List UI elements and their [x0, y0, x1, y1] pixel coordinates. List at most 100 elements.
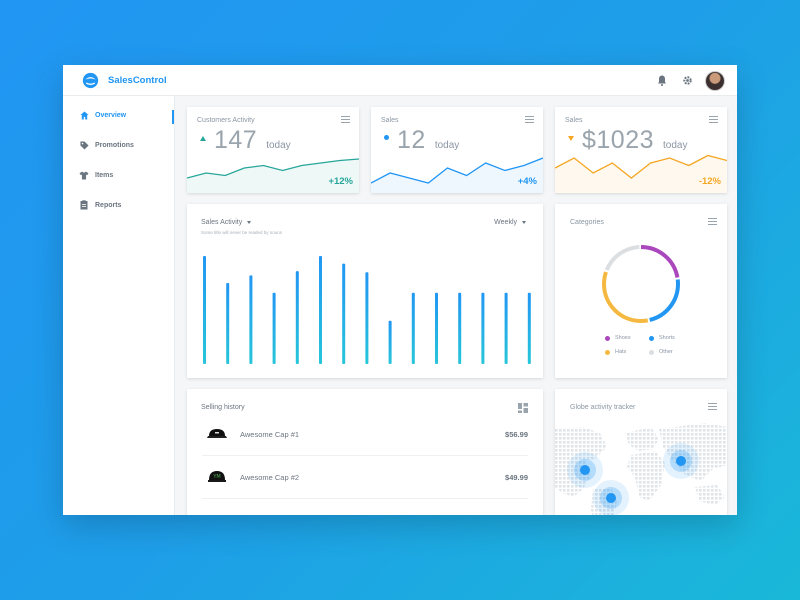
brand[interactable]: SalesControl: [82, 72, 167, 89]
sidebar: Overview Promotions Items Reports: [63, 96, 175, 515]
stat-row: 147 today: [200, 126, 291, 155]
top-icons: [655, 65, 725, 96]
activity-marker[interactable]: [663, 443, 699, 479]
legend-label: Shorts: [659, 335, 675, 341]
chart-bar[interactable]: [388, 320, 392, 364]
stat-value: $1023: [582, 126, 655, 154]
stat-unit: today: [266, 140, 291, 151]
sidebar-item-promotions[interactable]: Promotions: [63, 130, 174, 160]
chart-bar[interactable]: [458, 292, 462, 364]
delta-value: +4%: [517, 176, 537, 187]
menu-icon[interactable]: [708, 403, 717, 411]
card-title: Customers Activity: [197, 117, 255, 124]
home-icon: [79, 110, 89, 120]
dot-icon: [384, 135, 389, 140]
sales-activity-card: Sales Activity Some title will never be …: [187, 204, 543, 378]
avatar[interactable]: [705, 70, 725, 91]
legend-label: Other: [659, 349, 673, 355]
categories-card: Categories Shoes Shorts Hats Other: [555, 204, 727, 378]
selling-history-card: Selling history Awesome Cap #1 $56.99 YM…: [187, 389, 543, 515]
categories-legend: Shoes Shorts Hats Other: [605, 335, 705, 355]
logo-icon: [82, 72, 99, 88]
list-item[interactable]: YM Awesome Cap #2 $49.99: [202, 456, 528, 499]
chart-bar[interactable]: [203, 256, 206, 364]
activity-marker[interactable]: [593, 480, 629, 515]
legend-item: Shoes: [605, 335, 649, 341]
item-name: Awesome Cap #1: [240, 429, 300, 439]
card-title: Sales: [565, 117, 583, 124]
sidebar-item-label: Items: [95, 171, 114, 179]
donut-slice[interactable]: [602, 245, 680, 323]
dashboard-icon[interactable]: [518, 403, 528, 413]
sparkline-sales-amount: [555, 154, 727, 193]
sparkline-area: [187, 159, 359, 193]
chart-bar[interactable]: [411, 292, 415, 364]
menu-icon[interactable]: [708, 218, 717, 226]
bell-icon[interactable]: [655, 74, 669, 88]
top-bar: SalesControl: [63, 65, 737, 96]
customers-activity-card: Customers Activity 147 today +12%: [187, 107, 359, 193]
stat-row: $1023 today: [568, 126, 688, 155]
sparkline-area: [371, 158, 543, 193]
stat-unit: today: [434, 140, 460, 151]
period-label: Weekly: [494, 219, 517, 226]
arrow-down-icon: [568, 136, 574, 141]
chart-bar[interactable]: [226, 283, 230, 364]
cap-thumbnail: [207, 429, 227, 438]
chart-bar[interactable]: [295, 271, 299, 364]
svg-text:YM: YM: [212, 474, 220, 480]
legend-item: Hats: [605, 349, 649, 355]
card-title: Categories: [570, 219, 604, 226]
donut-slice[interactable]: [602, 245, 680, 323]
chart-bar[interactable]: [272, 292, 276, 364]
chart-bar[interactable]: [435, 292, 438, 364]
sidebar-item-items[interactable]: Items: [63, 160, 174, 190]
sparkline-area: [555, 155, 727, 193]
stat-value: 12: [397, 126, 426, 154]
chart-bar[interactable]: [342, 263, 346, 364]
chevron-down-icon: [522, 221, 526, 224]
legend-item: Other: [649, 349, 693, 355]
tag-icon: [79, 140, 89, 150]
sales-activity-title[interactable]: Sales Activity: [201, 219, 252, 226]
sidebar-item-label: Promotions: [95, 141, 134, 149]
delta-value: -12%: [698, 176, 721, 187]
sidebar-item-overview[interactable]: Overview: [63, 100, 174, 130]
chart-bar[interactable]: [481, 292, 485, 364]
period-dropdown[interactable]: Weekly: [494, 219, 526, 226]
gear-icon[interactable]: [680, 74, 694, 88]
sparkline-line: [371, 157, 543, 184]
menu-icon[interactable]: [341, 116, 350, 124]
card-title: Selling history: [201, 404, 245, 411]
chart-bar[interactable]: [527, 292, 531, 364]
activity-marker[interactable]: [567, 452, 603, 488]
globe-tracker-card: Globe activity tracker: [555, 389, 727, 515]
chart-bar[interactable]: [319, 256, 322, 364]
menu-icon[interactable]: [525, 116, 534, 124]
item-name: Awesome Cap #2: [240, 472, 300, 482]
chart-bar[interactable]: [249, 275, 253, 364]
stat-value: 147: [214, 126, 258, 154]
item-price: $56.99: [505, 429, 528, 439]
categories-donut-chart: [602, 245, 680, 323]
sparkline-line: [187, 158, 359, 179]
legend-label: Hats: [615, 349, 627, 355]
list-item[interactable]: Awesome Cap #1 $56.99: [202, 413, 528, 456]
chart-bar[interactable]: [504, 292, 508, 364]
sidebar-item-reports[interactable]: Reports: [63, 190, 174, 220]
app-name: SalesControl: [108, 74, 167, 86]
sales-activity-chart: [203, 256, 531, 364]
chart-bar[interactable]: [365, 272, 369, 364]
sales-count-card: Sales 12 today +4%: [371, 107, 543, 193]
shirt-icon: [79, 170, 89, 180]
world-map: [555, 423, 727, 515]
chart-title: Sales Activity: [201, 219, 243, 226]
chart-subtitle: Some title will never be readed by nouns: [201, 230, 283, 235]
delta-value: +12%: [328, 176, 353, 187]
menu-icon[interactable]: [709, 116, 718, 124]
arrow-up-icon: [200, 136, 206, 141]
cap-thumbnail: YM: [208, 471, 226, 482]
app-window: SalesControl Overview Promotions Items: [63, 65, 737, 515]
legend-item: Shorts: [649, 335, 693, 341]
donut-slice[interactable]: [602, 245, 680, 323]
